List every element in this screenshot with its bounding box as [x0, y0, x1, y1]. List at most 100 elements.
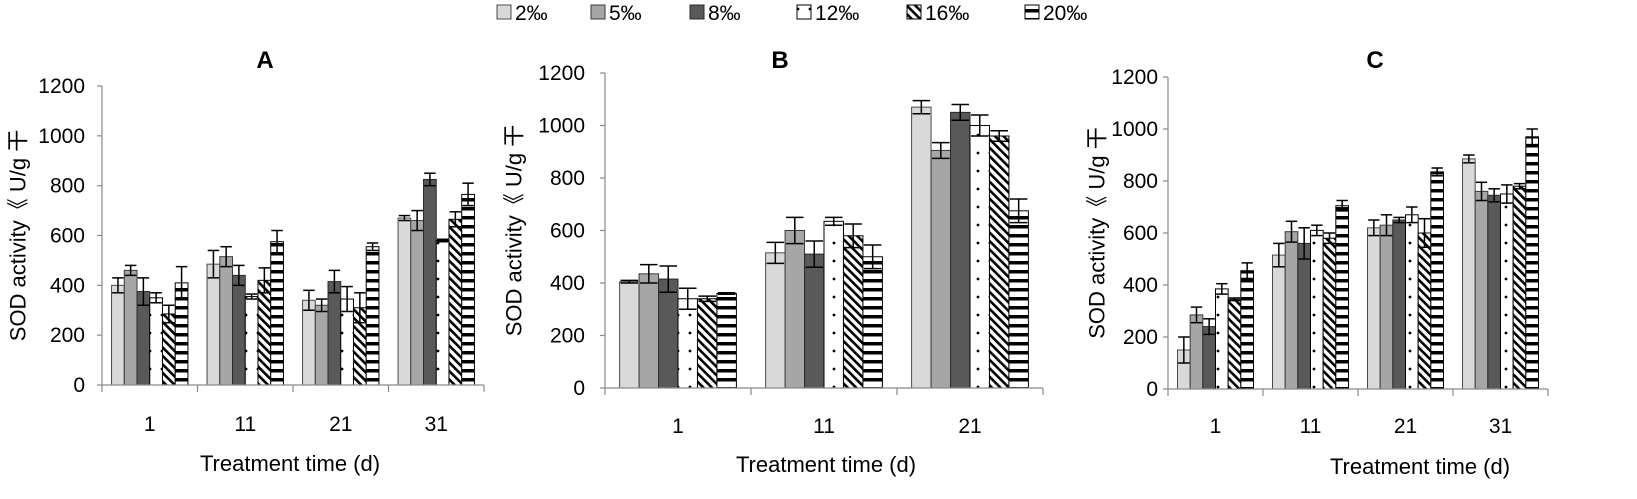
- error-bar-panel-c-day-11-series-6: [1336, 199, 1348, 212]
- bar-panel-c-day-21-series-4: [1405, 214, 1419, 390]
- panel-title: A: [256, 47, 273, 74]
- bar-panel-b-day-11-series-1: [765, 252, 786, 389]
- error-bar-panel-b-day-21-series-4: [970, 114, 989, 137]
- error-bar-panel-b-day-21-series-2: [932, 141, 950, 160]
- bar-panel-a-day-31-series-6: [461, 193, 475, 386]
- y-tick-label: 600: [550, 220, 585, 243]
- error-bar-panel-a-day-31-series-4: [436, 238, 449, 243]
- y-tick-label: 200: [50, 324, 85, 347]
- error-bar-panel-b-day-11-series-4: [824, 216, 843, 226]
- error-bar-panel-a-day-1-series-1: [112, 277, 124, 294]
- error-bar-panel-a-day-21-series-1: [303, 289, 315, 311]
- error-bar-panel-c-day-1-series-1: [1178, 336, 1190, 364]
- error-bar-panel-a-day-31-series-5: [449, 211, 462, 228]
- bar-panel-c-day-11-series-4: [1310, 229, 1324, 390]
- error-bar-panel-c-day-11-series-5: [1323, 232, 1336, 245]
- error-bar-panel-c-day-11-series-3: [1298, 227, 1310, 260]
- bar-panel-b-day-11-series-5: [842, 235, 864, 389]
- bar-panel-c-day-21-series-6: [1430, 171, 1445, 390]
- y-tick-label: 600: [1123, 222, 1158, 245]
- bar-panel-c-day-31-series-4: [1500, 193, 1514, 390]
- bar-panel-b-day-21-series-3: [950, 111, 971, 389]
- error-bar-panel-c-day-31-series-6: [1526, 128, 1538, 146]
- x-category-label: 21: [958, 415, 981, 438]
- panel-title: B: [771, 47, 788, 74]
- legend-label: 20‰: [1043, 2, 1087, 25]
- bar-panel-a-day-31-series-2: [410, 220, 425, 386]
- error-bar-panel-b-day-1-series-6: [717, 291, 736, 296]
- y-tick-label: 200: [1123, 326, 1158, 349]
- bar-panel-a-day-11-series-6: [270, 241, 284, 386]
- y-tick-label: 800: [1123, 170, 1158, 193]
- y-tick-label: 0: [73, 374, 85, 397]
- error-bar-panel-c-day-1-series-3: [1203, 318, 1215, 336]
- legend-item-2permil: 2‰: [496, 2, 548, 25]
- bar-panel-a-day-1-series-4: [149, 297, 163, 386]
- legend-label: 2‰: [515, 2, 548, 25]
- bar-panel-a-day-21-series-2: [314, 304, 329, 386]
- bar-panel-c-day-11-series-1: [1272, 254, 1286, 390]
- bar-panel-b-day-11-series-2: [784, 230, 806, 389]
- bar-panel-c-day-1-series-2: [1189, 314, 1204, 390]
- error-bar-panel-c-day-21-series-1: [1368, 219, 1380, 237]
- y-axis-title: SOD activity《 U/g 干: [6, 130, 31, 341]
- error-bars: [620, 99, 1028, 310]
- bar-panel-c-day-11-series-3: [1297, 242, 1312, 390]
- x-category-label: 11: [1300, 415, 1322, 438]
- bar-panel-b-day-21-series-1: [911, 106, 932, 389]
- error-bar-panel-a-day-11-series-1: [207, 249, 220, 279]
- legend-swatch: [796, 4, 812, 20]
- bar-panel-c-day-11-series-6: [1335, 205, 1350, 390]
- error-bar-panel-b-day-21-series-6: [1009, 198, 1028, 224]
- bar-panel-c-day-21-series-5: [1417, 232, 1432, 390]
- error-bar-panel-a-day-21-series-3: [328, 269, 341, 294]
- bar-panel-a-day-21-series-3: [327, 281, 342, 386]
- error-bar-panel-a-day-1-series-3: [137, 277, 150, 307]
- bar-panel-b-day-21-series-5: [988, 135, 1010, 389]
- error-bar-panel-c-day-11-series-1: [1273, 242, 1285, 268]
- bar-panel-a-day-11-series-5: [257, 279, 272, 386]
- x-axis-title: Treatment time (d): [200, 451, 380, 476]
- y-tick-label: 1200: [538, 62, 585, 85]
- bar-panel-b-day-21-series-2: [930, 149, 952, 389]
- error-bar-panel-c-day-31-series-5: [1513, 182, 1526, 190]
- y-tick-label: 400: [50, 274, 85, 297]
- panel-title: C: [1366, 47, 1383, 74]
- y-axis-title: SOD activity《 U/g 干: [1085, 127, 1110, 338]
- error-bar-panel-b-day-1-series-5: [698, 295, 716, 303]
- x-category-label: 21: [1394, 415, 1417, 438]
- y-tick-label: 200: [550, 325, 585, 348]
- error-bar-panel-a-day-31-series-1: [398, 214, 411, 222]
- legend-label: 5‰: [609, 2, 642, 25]
- error-bar-panel-c-day-1-series-5: [1228, 297, 1241, 302]
- bar-panel-b-day-11-series-6: [862, 256, 883, 389]
- bar-panel-c-day-1-series-4: [1215, 288, 1229, 390]
- bar-panel-c-day-31-series-2: [1474, 190, 1489, 390]
- error-bar-panel-c-day-31-series-4: [1501, 184, 1513, 204]
- error-bar-panel-a-day-31-series-6: [462, 182, 474, 207]
- legend-item-5permil: 5‰: [590, 2, 642, 25]
- legend-swatch: [906, 4, 922, 20]
- legend-swatch: [689, 4, 705, 20]
- bar-panel-c-day-31-series-3: [1487, 194, 1502, 390]
- bar-panel-c-day-21-series-2: [1379, 224, 1394, 390]
- error-bar-panel-a-day-11-series-3: [233, 264, 245, 287]
- bar-panel-c-day-1-series-6: [1240, 270, 1255, 390]
- bar-panel-a-day-1-series-5: [161, 313, 176, 386]
- y-tick-label: 1000: [38, 125, 85, 148]
- legend-item-12permil: 12‰: [796, 2, 859, 25]
- x-category-label: 31: [1489, 415, 1512, 438]
- bar-panel-c-day-1-series-3: [1202, 326, 1217, 390]
- error-bar-panel-c-day-11-series-4: [1311, 224, 1323, 237]
- error-bar-panel-c-day-1-series-4: [1216, 282, 1228, 295]
- error-bar-panel-b-day-11-series-6: [863, 244, 882, 270]
- error-bar-panel-c-day-21-series-6: [1431, 167, 1443, 177]
- error-bar-panel-b-day-1-series-3: [659, 265, 678, 293]
- bar-panel-a-day-11-series-2: [219, 256, 234, 386]
- bar-panel-c-day-21-series-3: [1392, 219, 1407, 390]
- error-bar-panel-c-day-21-series-3: [1393, 216, 1405, 224]
- bar-panel-b-day-11-series-3: [804, 253, 825, 389]
- bar-panel-a-day-21-series-6: [365, 246, 380, 386]
- error-bar-panel-c-day-31-series-2: [1475, 181, 1488, 202]
